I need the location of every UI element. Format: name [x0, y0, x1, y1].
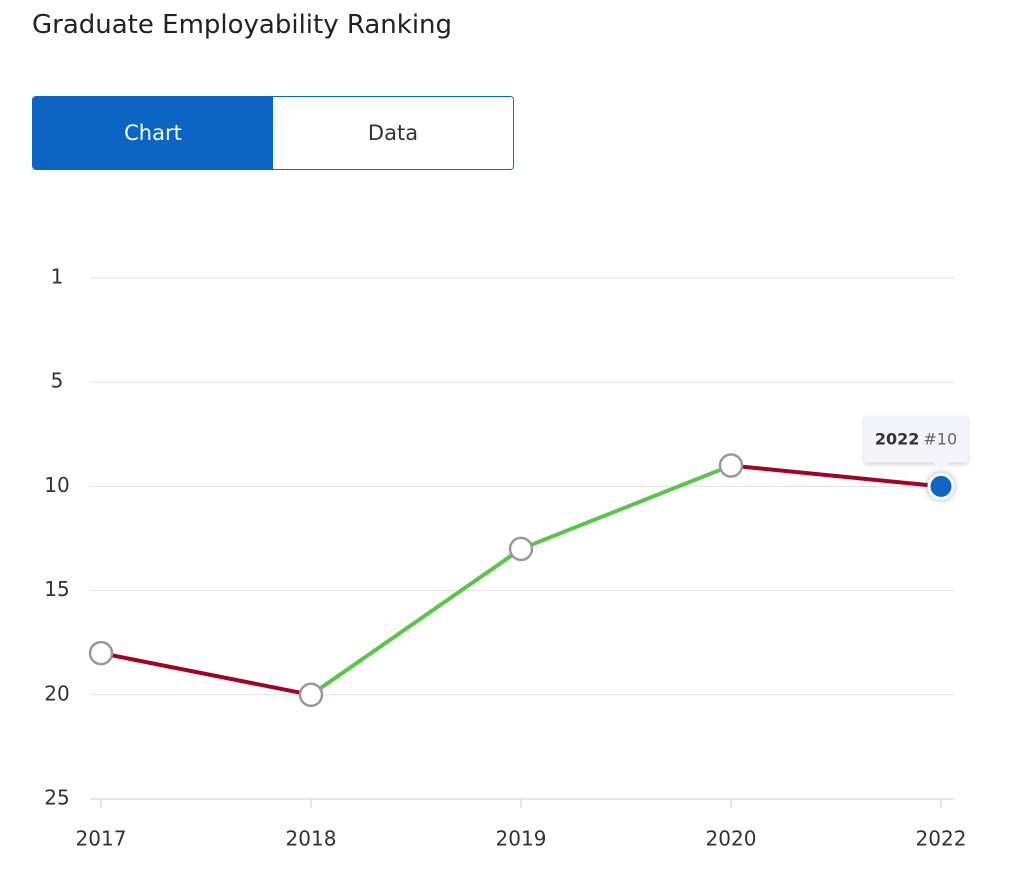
tooltip-label: #10: [923, 429, 957, 448]
x-tick-label: 2018: [286, 827, 337, 851]
tooltip-box: [864, 415, 968, 463]
y-tick-label: 1: [51, 265, 64, 289]
tooltip: 2022 #10: [864, 415, 968, 471]
y-tick-label: 5: [51, 369, 64, 393]
view-tabs: Chart Data: [32, 96, 514, 170]
x-tick-label: 2019: [496, 827, 547, 851]
y-tick-label: 10: [44, 473, 69, 497]
x-tick-label: 2017: [76, 827, 127, 851]
tooltip-text: 2022 #10: [875, 429, 957, 448]
chart-tab[interactable]: Chart: [33, 97, 273, 169]
x-tick-label: 2020: [706, 827, 757, 851]
line-segment: [99, 651, 313, 697]
highlighted-point: [927, 472, 955, 500]
chart-title: Graduate Employability Ranking: [32, 10, 453, 40]
point: [718, 453, 744, 478]
y-tick-label: 20: [44, 681, 69, 705]
tooltip-category: 2022: [875, 429, 920, 448]
point: [508, 536, 534, 562]
line-segment: [729, 463, 943, 489]
point: [88, 640, 114, 666]
line-segment: [309, 546, 523, 697]
x-tick-label: 2022: [916, 827, 967, 851]
y-tick-label: 25: [44, 786, 69, 810]
tooltip-pointer: [933, 462, 949, 471]
data-tab[interactable]: Data: [273, 97, 513, 169]
line-segment: [519, 463, 733, 551]
point: [298, 682, 324, 708]
y-tick-label: 15: [44, 577, 69, 601]
